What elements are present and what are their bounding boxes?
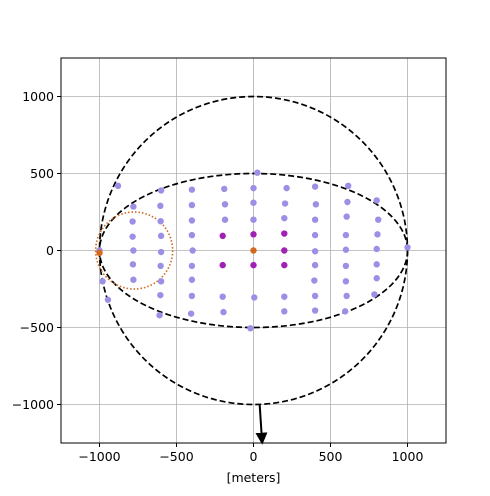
direction-arrow	[255, 404, 268, 445]
data-point-lavender-46	[312, 201, 320, 208]
data-point-lavender-26	[188, 262, 196, 270]
y-tick-label: −500	[20, 320, 54, 335]
data-point-lavender-57	[342, 231, 350, 239]
data-point-lavender-50	[311, 261, 319, 269]
data-point-lavender-58	[342, 246, 350, 253]
data-point-lavender-60	[342, 278, 350, 285]
small-circle	[94, 211, 174, 290]
data-point-lavender-21	[188, 186, 196, 193]
data-point-lavender-54	[345, 182, 352, 190]
data-point-lavender-51	[311, 277, 318, 284]
data-point-lavender-17	[157, 278, 165, 285]
data-point-lavender-33	[219, 293, 226, 300]
data-point-lavender-12	[157, 202, 164, 210]
data-point-lavender-34	[220, 308, 227, 316]
data-point-purple-0	[219, 232, 226, 240]
x-tick-label: −500	[159, 449, 193, 464]
data-point-lavender-24	[188, 231, 196, 239]
data-point-purple-6	[281, 247, 288, 254]
data-point-lavender-13	[157, 218, 164, 225]
data-point-lavender-59	[342, 262, 350, 270]
data-point-lavender-19	[156, 311, 163, 319]
data-point-lavender-39	[247, 325, 254, 332]
data-point-lavender-25	[189, 247, 196, 254]
data-point-lavender-53	[311, 307, 319, 314]
data-point-lavender-10	[104, 296, 112, 303]
data-point-lavender-44	[281, 308, 288, 315]
data-point-lavender-66	[373, 245, 380, 253]
data-point-lavender-37	[250, 216, 257, 223]
data-point-lavender-52	[311, 292, 319, 300]
x-tick-label: 0	[250, 449, 258, 464]
data-point-purple-4	[250, 261, 257, 269]
data-point-lavender-18	[157, 291, 164, 299]
y-tick-label: −1000	[12, 397, 54, 412]
data-point-lavender-27	[188, 276, 196, 283]
data-point-lavender-68	[373, 275, 380, 282]
data-point-lavender-41	[281, 200, 289, 207]
data-point-lavender-45	[311, 183, 319, 190]
data-point-lavender-23	[188, 217, 196, 224]
data-point-lavender-20	[114, 182, 122, 190]
data-point-lavender-43	[281, 293, 288, 300]
data-point-lavender-3	[130, 203, 137, 210]
data-point-lavender-47	[311, 216, 319, 223]
data-point-lavender-32	[221, 216, 229, 223]
data-point-orange-0	[250, 247, 257, 254]
data-point-lavender-4	[129, 218, 136, 225]
x-tick-label: 500	[319, 449, 343, 464]
data-point-lavender-56	[343, 213, 350, 220]
data-point-lavender-55	[344, 198, 351, 206]
data-point-lavender-28	[188, 292, 196, 300]
x-tick-label: −1000	[78, 449, 120, 464]
data-point-lavender-14	[157, 232, 165, 240]
data-point-lavender-40	[283, 184, 290, 192]
data-point-lavender-11	[157, 187, 165, 194]
data-point-lavender-62	[341, 308, 349, 315]
data-point-lavender-63	[373, 197, 380, 204]
data-point-purple-2	[281, 230, 288, 237]
data-point-purple-1	[250, 231, 257, 238]
data-point-lavender-65	[374, 231, 381, 238]
y-tick-label: 0	[46, 243, 54, 258]
data-point-lavender-8	[130, 276, 137, 283]
y-tick-label: 500	[30, 166, 54, 181]
x-tick-label: 1000	[392, 449, 424, 464]
data-point-lavender-1	[404, 244, 411, 251]
arrow-layer	[255, 404, 268, 445]
y-tick-label: 1000	[22, 89, 54, 104]
data-point-lavender-16	[157, 262, 164, 270]
data-point-lavender-9	[99, 278, 106, 285]
data-point-lavender-30	[221, 185, 228, 193]
data-point-lavender-48	[311, 231, 319, 239]
data-point-lavender-31	[221, 201, 229, 208]
data-point-lavender-2	[254, 169, 261, 176]
data-point-lavender-36	[250, 199, 257, 206]
data-point-lavender-38	[251, 294, 258, 301]
data-point-lavender-5	[129, 233, 136, 240]
data-point-lavender-35	[250, 184, 257, 192]
data-point-purple-5	[281, 261, 288, 269]
data-point-lavender-61	[343, 292, 350, 300]
data-point-lavender-6	[130, 247, 137, 254]
x-axis-label: [meters]	[227, 470, 281, 485]
data-point-lavender-22	[188, 201, 196, 209]
data-point-lavender-15	[157, 248, 165, 256]
data-point-lavender-64	[375, 216, 382, 223]
data-point-lavender-49	[311, 248, 319, 255]
data-point-lavender-7	[129, 261, 137, 268]
data-point-purple-3	[219, 261, 226, 269]
data-point-lavender-42	[281, 214, 288, 222]
point-layer	[96, 169, 411, 332]
data-point-lavender-67	[373, 261, 380, 268]
data-point-orange-1	[96, 249, 103, 257]
data-point-lavender-29	[187, 310, 195, 317]
data-point-lavender-69	[371, 291, 378, 298]
tick-layer: −1000 −500 0 500 1000 −1000 −500 0 500 1000	[12, 89, 424, 464]
